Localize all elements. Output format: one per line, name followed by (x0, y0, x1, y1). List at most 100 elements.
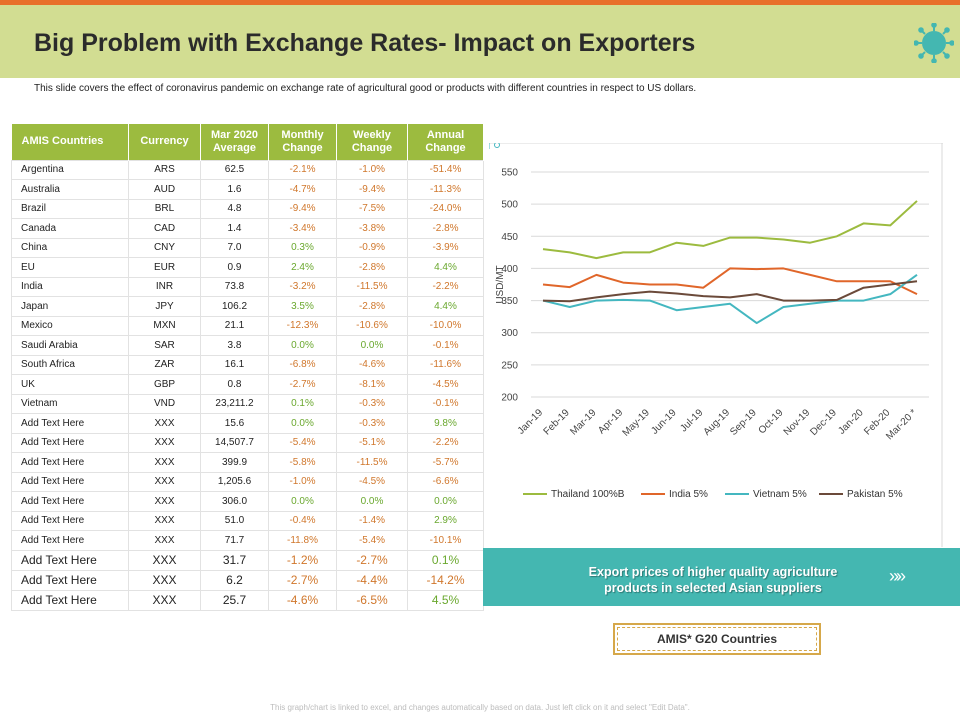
amis-label: AMIS* G20 Countries (617, 627, 817, 651)
cell-annual: -2.2% (407, 276, 484, 297)
cell-weekly: -11.5% (336, 276, 408, 297)
cell-average: 399.9 (200, 452, 269, 473)
cell-average: 1,205.6 (200, 471, 269, 492)
x-tick-label: Oct-19 (757, 407, 786, 436)
col-header-currency: Currency (128, 124, 201, 160)
x-tick-label: Sep-19 (728, 407, 759, 438)
table-row: Canada CAD 1.4 -3.4% -3.8% -2.8% (11, 218, 484, 239)
cell-monthly: 0.1% (268, 393, 337, 414)
cell-currency: XXX (128, 589, 201, 611)
cell-average: 14,507.7 (200, 432, 269, 453)
cell-annual: 9.8% (407, 413, 484, 434)
cell-country: EU (11, 257, 129, 278)
cell-monthly: -2.7% (268, 569, 337, 591)
cell-annual: -51.4% (407, 159, 484, 180)
legend-item-india: India 5% (641, 489, 708, 500)
cell-monthly: -12.3% (268, 315, 337, 336)
cell-weekly: 0.0% (336, 335, 408, 356)
cell-country: South Africa (11, 354, 129, 375)
cell-average: 62.5 (200, 159, 269, 180)
table-header-row: AMIS Countries Currency Mar 2020 Average… (11, 124, 484, 160)
cell-weekly: -11.5% (336, 452, 408, 473)
legend-item-thailand: Thailand 100%B (523, 489, 624, 500)
x-tick-label: Jun-19 (649, 407, 679, 437)
cell-average: 3.8 (200, 335, 269, 356)
cell-weekly: -2.8% (336, 257, 408, 278)
cell-currency: BRL (128, 198, 201, 219)
summary-banner: Export prices of higher quality agricult… (483, 548, 960, 606)
series-line-thailand (542, 200, 918, 260)
cell-country: Add Text Here (11, 569, 129, 591)
cell-annual: 4.4% (407, 296, 484, 317)
table-row: Australia AUD 1.6 -4.7% -9.4% -11.3% (11, 179, 484, 200)
table-row: Add Text Here XXX 399.9 -5.8% -11.5% -5.7% (11, 452, 484, 473)
cell-country: India (11, 276, 129, 297)
cell-annual: 0.0% (407, 491, 484, 512)
cell-weekly: -0.3% (336, 393, 408, 414)
table-row: Add Text Here XXX 306.0 0.0% 0.0% 0.0% (11, 491, 484, 512)
cell-currency: MXN (128, 315, 201, 336)
x-tick-label: May-19 (621, 407, 653, 439)
header-bar: Big Problem with Exchange Rates- Impact … (0, 5, 960, 78)
cell-country: UK (11, 374, 129, 395)
cell-monthly: -2.7% (268, 374, 337, 395)
cell-monthly: -9.4% (268, 198, 337, 219)
col-header-country: AMIS Countries (11, 124, 129, 160)
cell-country: China (11, 237, 129, 258)
table-row: Add Text Here XXX 14,507.7 -5.4% -5.1% -2.2% (11, 432, 484, 453)
cell-monthly: -11.8% (268, 530, 337, 551)
cell-weekly: -1.0% (336, 159, 408, 180)
cell-weekly: -3.8% (336, 218, 408, 239)
cell-annual: -0.1% (407, 335, 484, 356)
double-chevron-icon: »» (889, 566, 906, 586)
table-row: Brazil BRL 4.8 -9.4% -7.5% -24.0% (11, 198, 484, 219)
cell-annual: -24.0% (407, 198, 484, 219)
cell-currency: XXX (128, 549, 201, 571)
cell-annual: -10.1% (407, 530, 484, 551)
cell-monthly: 0.0% (268, 491, 337, 512)
cell-currency: XXX (128, 530, 201, 551)
cell-annual: 4.5% (407, 589, 484, 611)
cell-annual: -2.2% (407, 432, 484, 453)
table-row: Japan JPY 106.2 3.5% -2.8% 4.4% (11, 296, 484, 317)
cell-average: 6.2 (200, 569, 269, 591)
cell-monthly: 3.5% (268, 296, 337, 317)
col-header-weekly: Weekly Change (336, 124, 408, 160)
cell-currency: EUR (128, 257, 201, 278)
cell-average: 1.6 (200, 179, 269, 200)
y-tick-label: 450 (501, 232, 518, 243)
table-row: Vietnam VND 23,211.2 0.1% -0.3% -0.1% (11, 393, 484, 414)
x-tick-label: Dec-19 (808, 407, 839, 438)
cell-currency: XXX (128, 471, 201, 492)
table-row: Add Text Here XXX 6.2 -2.7% -4.4% -14.2% (11, 569, 484, 591)
cell-currency: GBP (128, 374, 201, 395)
cell-average: 25.7 (200, 589, 269, 611)
cell-monthly: -4.6% (268, 589, 337, 611)
cell-average: 21.1 (200, 315, 269, 336)
cell-annual: -5.7% (407, 452, 484, 473)
cell-annual: -4.5% (407, 374, 484, 395)
cell-currency: ZAR (128, 354, 201, 375)
subtitle: This slide covers the effect of coronavi… (34, 83, 697, 94)
table-row: Add Text Here XXX 25.7 -4.6% -6.5% 4.5% (11, 589, 484, 611)
y-tick-label: 500 (501, 200, 518, 211)
table-row: EU EUR 0.9 2.4% -2.8% 4.4% (11, 257, 484, 278)
cell-monthly: 2.4% (268, 257, 337, 278)
cell-monthly: -1.2% (268, 549, 337, 571)
cell-average: 73.8 (200, 276, 269, 297)
cell-currency: XXX (128, 432, 201, 453)
table-row: Add Text Here XXX 51.0 -0.4% -1.4% 2.9% (11, 510, 484, 531)
cell-country: Argentina (11, 159, 129, 180)
cell-monthly: 0.0% (268, 413, 337, 434)
y-tick-label: 300 (501, 328, 518, 339)
x-tick-label: Nov-19 (782, 407, 813, 438)
cell-country: Add Text Here (11, 530, 129, 551)
cell-average: 4.8 (200, 198, 269, 219)
cell-average: 16.1 (200, 354, 269, 375)
cell-country: Brazil (11, 198, 129, 219)
x-tick-label: Mar-19 (568, 407, 598, 437)
cell-currency: ARS (128, 159, 201, 180)
cell-monthly: -2.1% (268, 159, 337, 180)
cell-currency: SAR (128, 335, 201, 356)
cell-monthly: 0.3% (268, 237, 337, 258)
